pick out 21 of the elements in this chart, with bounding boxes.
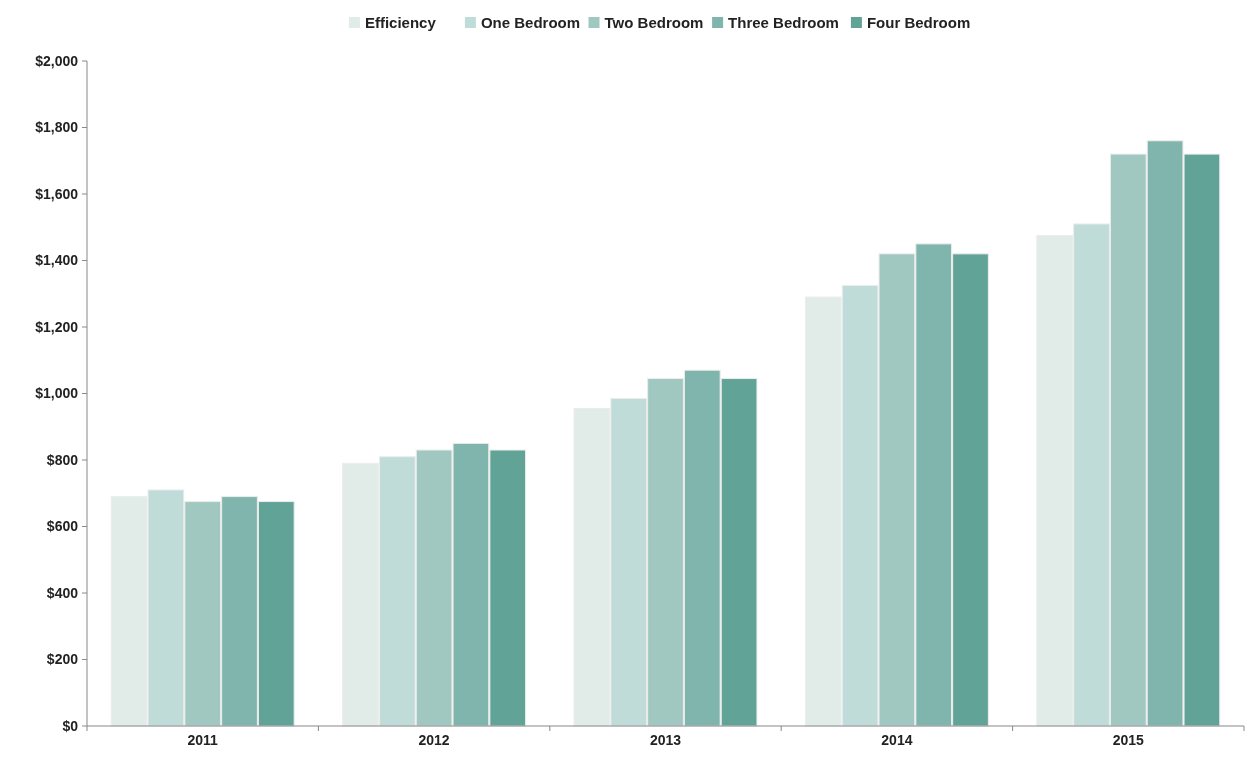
legend-label: Efficiency — [364, 14, 437, 31]
legend-label: Three Bedroom — [728, 14, 839, 31]
y-tick-label: $1,400 — [35, 252, 79, 269]
y-tick-label: $1,800 — [35, 119, 79, 136]
x-tick-label: 2012 — [418, 732, 450, 748]
legend-label: One Bedroom — [480, 14, 581, 31]
y-tick-label: $400 — [46, 584, 79, 601]
y-tick-label: $200 — [46, 651, 79, 668]
y-tick-label: $2,000 — [35, 52, 79, 69]
legend-label: Four Bedroom — [866, 14, 971, 31]
y-tick-label: $1,000 — [35, 385, 79, 402]
y-tick-label: $1,600 — [35, 185, 79, 202]
y-tick-label: $800 — [46, 451, 79, 468]
x-tick-label: 2014 — [881, 732, 913, 748]
y-tick-label: $600 — [46, 518, 79, 535]
y-tick-label: $0 — [62, 717, 79, 734]
legend-label: Two Bedroom — [604, 14, 704, 31]
y-tick-label: $1,200 — [35, 318, 79, 335]
x-tick-label: 2015 — [1112, 732, 1145, 748]
x-tick-label: 2013 — [649, 732, 682, 748]
x-tick-label: 2011 — [187, 732, 219, 748]
